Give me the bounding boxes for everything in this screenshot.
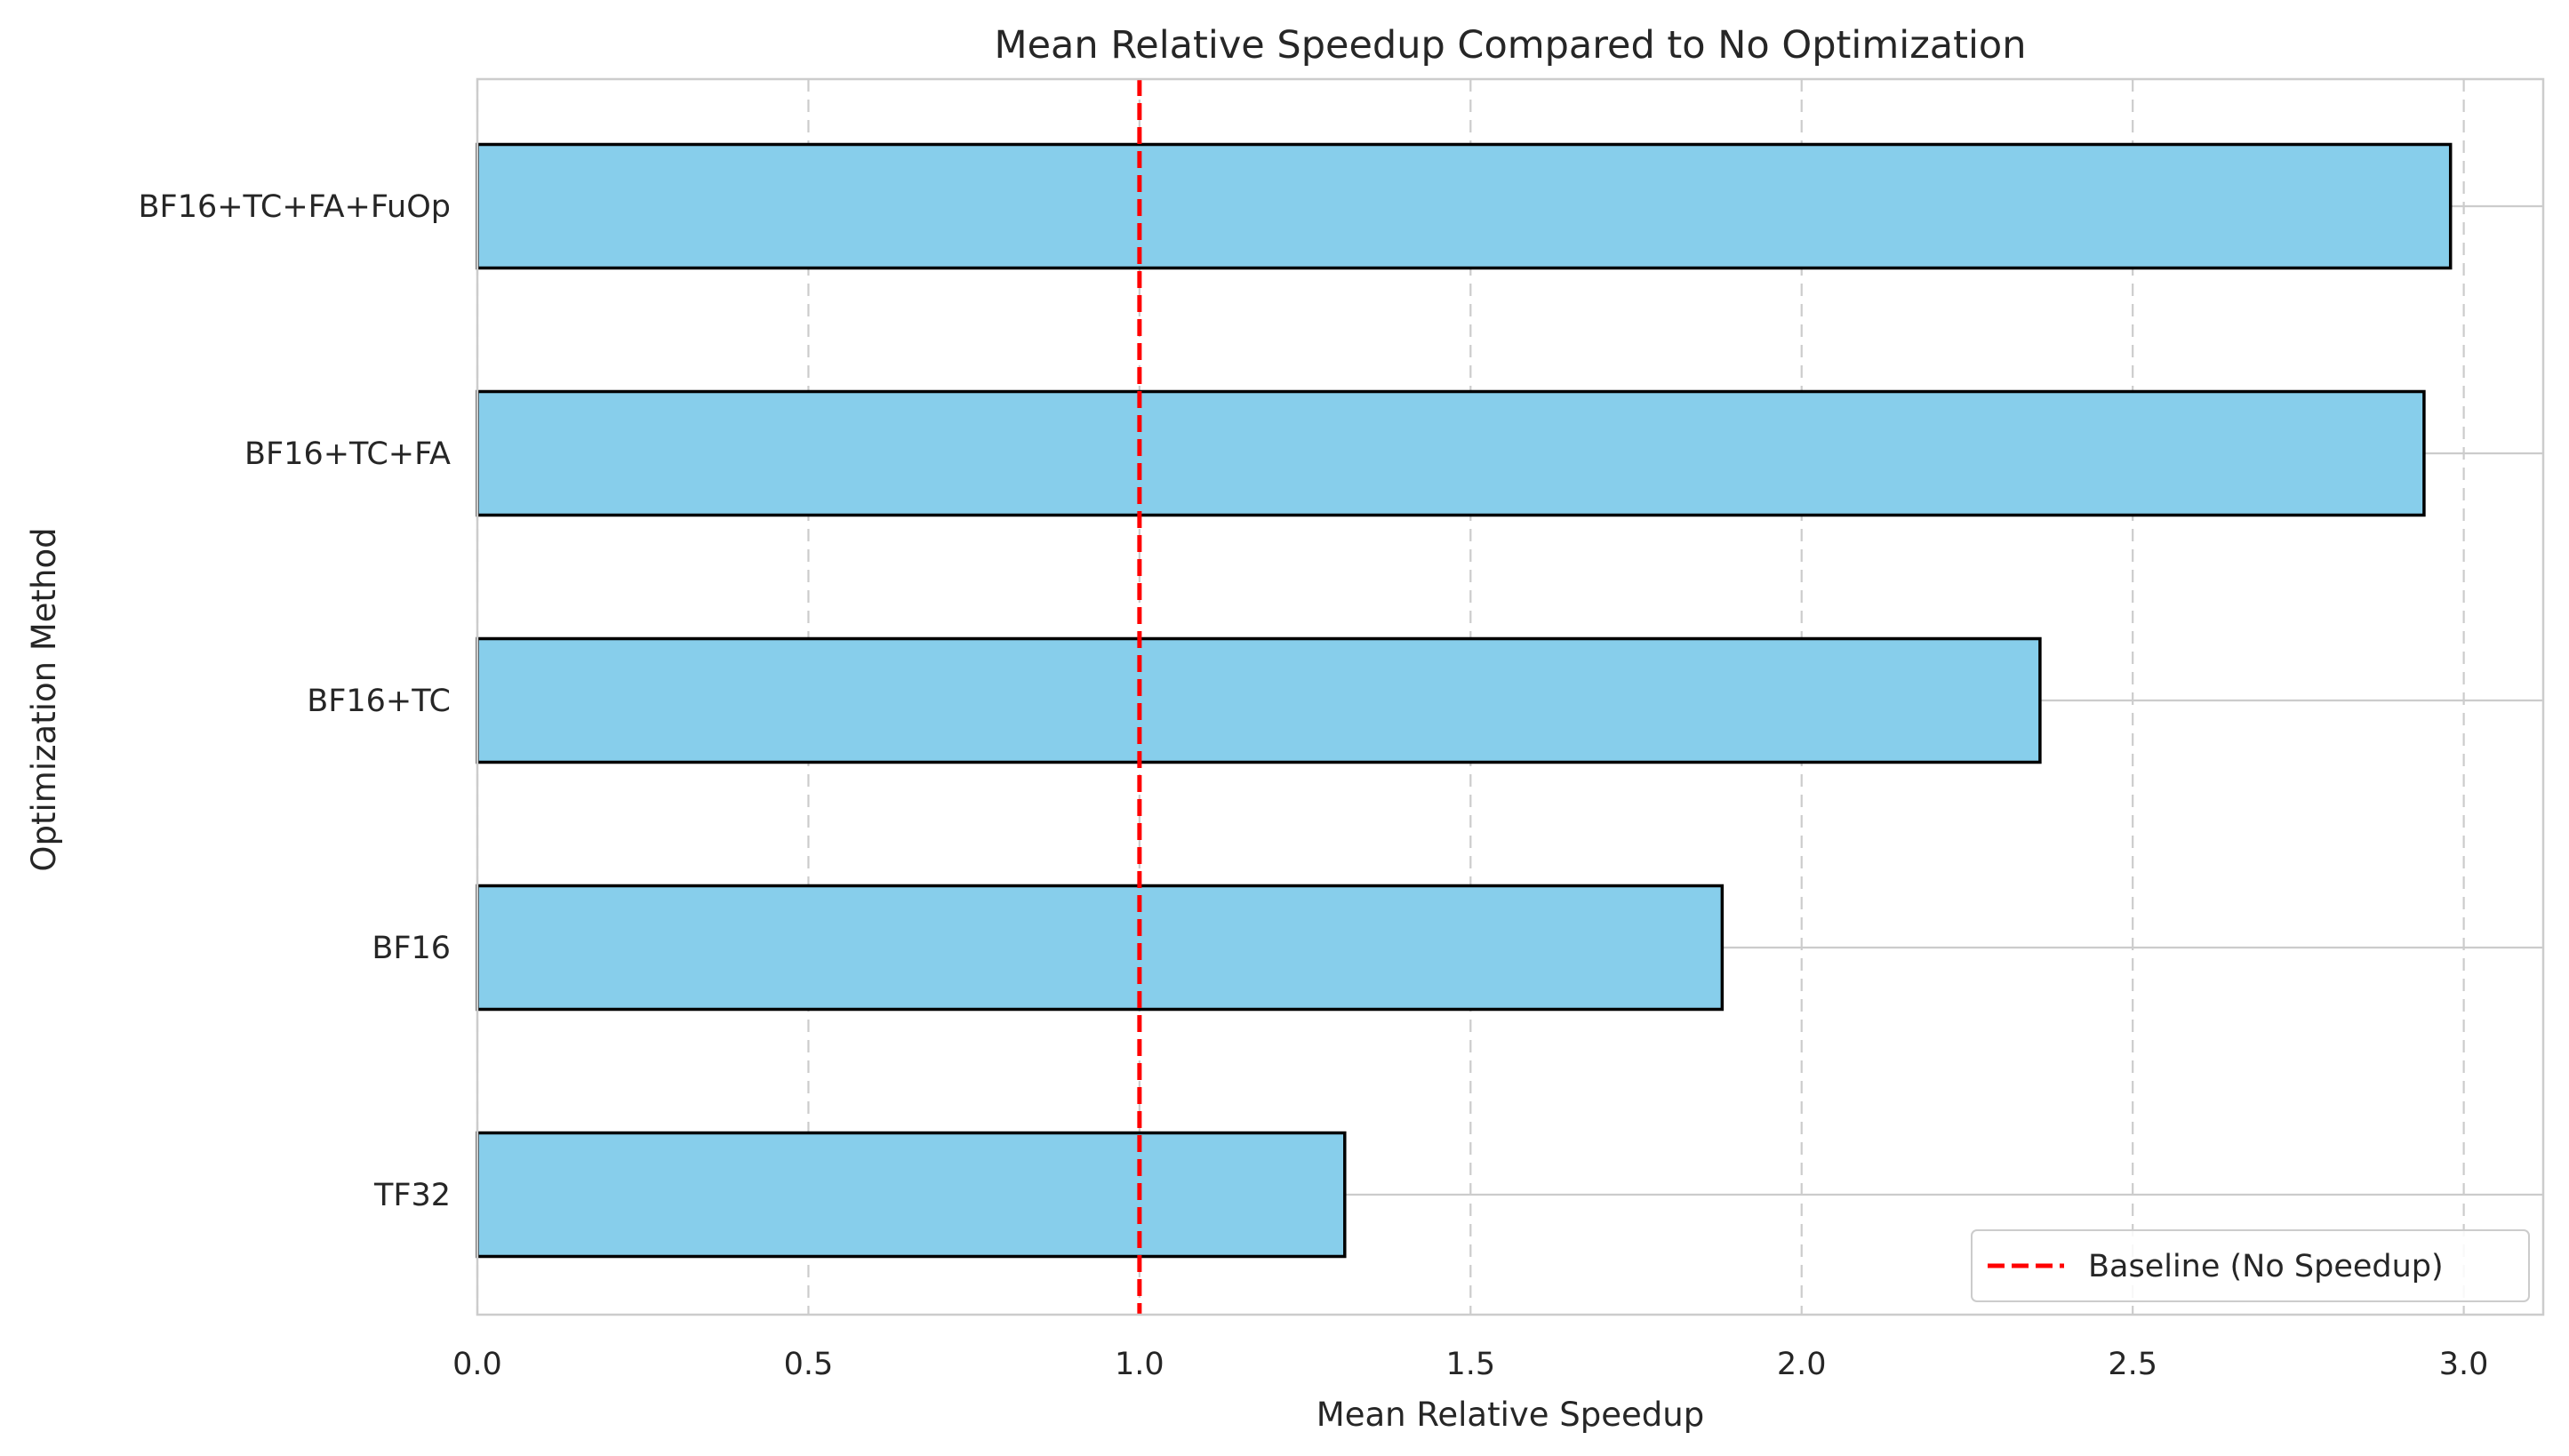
bar-bf16-tc <box>476 636 2042 764</box>
x-tick-label: 2.0 <box>1777 1347 1827 1382</box>
bar-bf16-tc-fa <box>476 389 2426 517</box>
bar-bf16-tc-fa-fuop <box>476 142 2453 270</box>
y-tick-label: BF16+TC <box>307 684 451 719</box>
legend-baseline-label: Baseline (No Speedup) <box>2088 1249 2444 1284</box>
legend: Baseline (No Speedup) <box>1971 1229 2530 1302</box>
y-ticks: BF16+TC+FA+FuOp BF16+TC+FA BF16+TC BF16 TF32 <box>139 189 452 1213</box>
y-tick-label: BF16+TC+FA <box>244 436 451 472</box>
plot-frame <box>476 77 2545 1316</box>
x-tick-label: 1.0 <box>1115 1347 1164 1382</box>
x-tick-label: 1.5 <box>1445 1347 1495 1382</box>
y-tick-label: BF16+TC+FA+FuOp <box>139 189 451 225</box>
x-axis-label: Mean Relative Speedup <box>1317 1396 1704 1434</box>
legend-box <box>1971 1229 2530 1302</box>
bars <box>476 142 2453 1259</box>
y-axis-label: Optimization Method <box>25 527 63 871</box>
x-tick-label: 0.5 <box>784 1347 834 1382</box>
x-tick-label: 0.0 <box>452 1347 502 1382</box>
x-ticks: 0.0 0.5 1.0 1.5 2.0 2.5 3.0 <box>452 1347 2488 1382</box>
x-tick-label: 2.5 <box>2108 1347 2157 1382</box>
chart-title: Mean Relative Speedup Compared to No Opt… <box>995 23 2027 68</box>
bar-tf32 <box>476 1131 1347 1259</box>
y-tick-label: BF16 <box>372 931 451 966</box>
bar-bf16 <box>476 884 1725 1012</box>
y-tick-label: TF32 <box>373 1178 451 1213</box>
x-tick-label: 3.0 <box>2439 1347 2489 1382</box>
